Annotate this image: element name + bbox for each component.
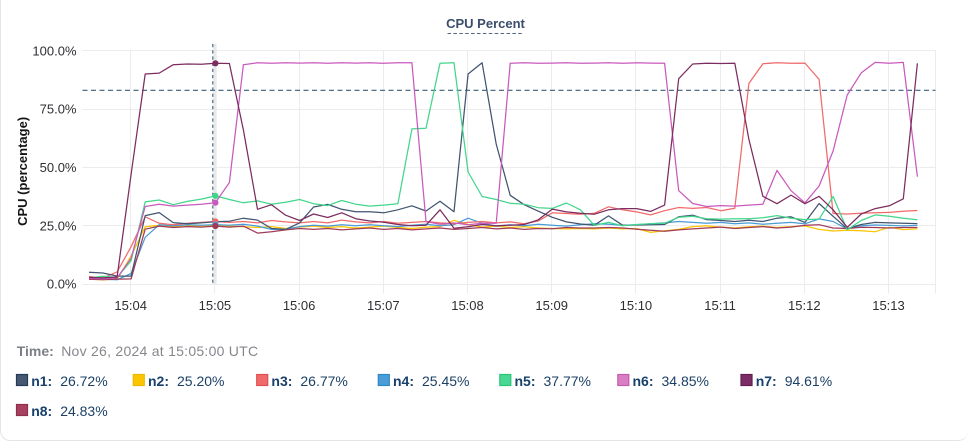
svg-text:n3:: n3: (271, 373, 292, 389)
svg-text:50.0%: 50.0% (40, 160, 77, 175)
svg-text:Nov 26, 2024 at 15:05:00 UTC: Nov 26, 2024 at 15:05:00 UTC (61, 343, 258, 359)
svg-text:15:09: 15:09 (535, 298, 568, 313)
svg-text:94.61%: 94.61% (785, 373, 832, 389)
svg-text:25.45%: 25.45% (422, 373, 469, 389)
svg-text:34.85%: 34.85% (662, 373, 709, 389)
svg-text:n8:: n8: (31, 403, 52, 419)
svg-text:75.0%: 75.0% (40, 102, 77, 117)
svg-text:n2:: n2: (148, 373, 169, 389)
svg-text:CPU (percentage): CPU (percentage) (15, 117, 30, 226)
svg-text:0.0%: 0.0% (47, 277, 77, 292)
svg-text:15:07: 15:07 (367, 298, 400, 313)
svg-text:15:10: 15:10 (620, 298, 653, 313)
svg-text:15:12: 15:12 (788, 298, 821, 313)
svg-text:25.20%: 25.20% (177, 373, 224, 389)
svg-text:Time:: Time: (17, 343, 54, 359)
svg-text:15:13: 15:13 (872, 298, 905, 313)
svg-text:26.72%: 26.72% (60, 373, 107, 389)
svg-text:15:08: 15:08 (451, 298, 484, 313)
svg-text:n6:: n6: (633, 373, 654, 389)
svg-text:15:04: 15:04 (114, 298, 147, 313)
svg-text:15:05: 15:05 (199, 298, 232, 313)
svg-text:25.0%: 25.0% (40, 218, 77, 233)
svg-text:37.77%: 37.77% (544, 373, 591, 389)
svg-text:24.83%: 24.83% (60, 403, 107, 419)
svg-text:CPU Percent: CPU Percent (446, 16, 525, 31)
svg-text:15:06: 15:06 (283, 298, 316, 313)
svg-text:n5:: n5: (515, 373, 536, 389)
svg-text:n1:: n1: (31, 373, 52, 389)
svg-text:26.77%: 26.77% (300, 373, 347, 389)
svg-text:n7:: n7: (756, 373, 777, 389)
svg-text:15:11: 15:11 (704, 298, 736, 313)
svg-text:100.0%: 100.0% (32, 43, 77, 58)
svg-text:n4:: n4: (393, 373, 414, 389)
